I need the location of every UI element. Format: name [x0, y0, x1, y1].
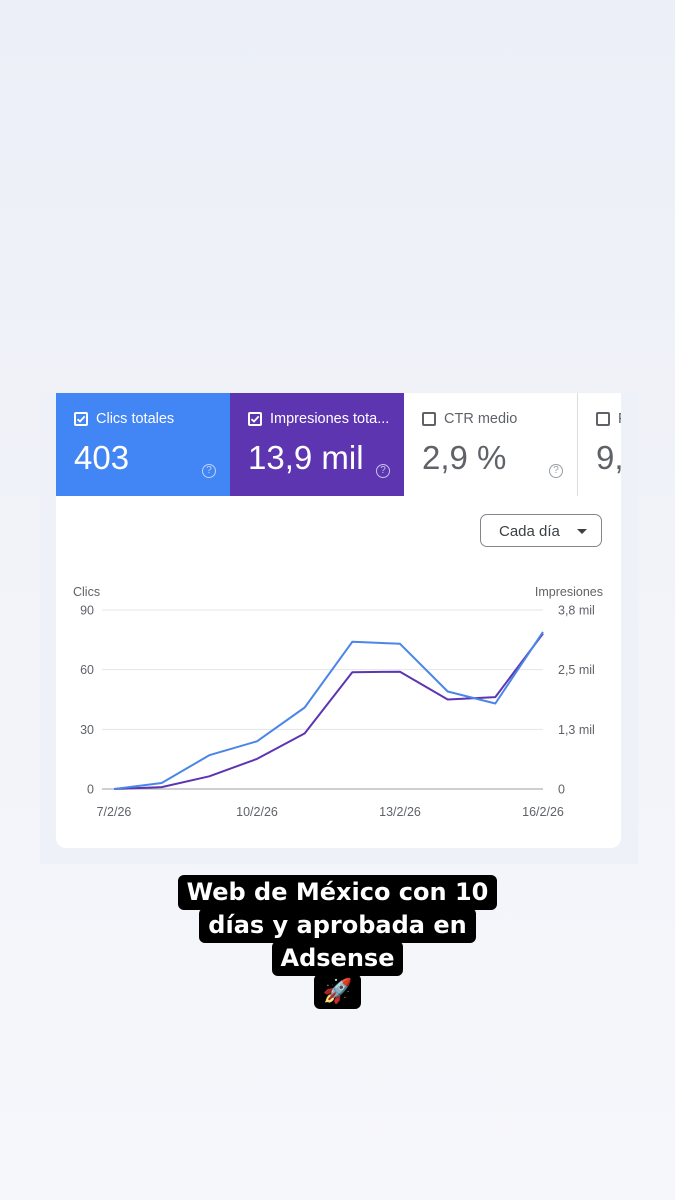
metric-value: 9, — [596, 439, 621, 476]
help-icon[interactable]: ? — [202, 464, 216, 478]
metric-tabs: Clics totales 403 ? Impresiones tota... … — [56, 393, 621, 496]
help-icon[interactable]: ? — [549, 464, 563, 478]
caret-down-icon — [577, 529, 587, 534]
metric-label: Clics totales — [96, 411, 175, 427]
caption-line: Web de México con 10 — [177, 875, 498, 910]
performance-card: Clics totales 403 ? Impresiones tota... … — [56, 393, 621, 848]
metric-value: 2,9 % — [422, 439, 507, 476]
metric-value: 13,9 mil — [248, 439, 364, 476]
caption: Web de México con 10 días y aprobada en … — [0, 875, 675, 1009]
x-tick-label: 10/2/26 — [236, 805, 278, 819]
checkbox-checked-icon[interactable] — [248, 412, 262, 426]
rocket-emoji: 🚀 — [313, 974, 362, 1009]
performance-chart: Clics Impresiones 0 0 30 1,3 mil 60 2,5 mil 90 3,… — [73, 585, 603, 819]
clicks-series-line — [113, 631, 544, 790]
metric-label: P — [618, 411, 621, 427]
checkbox-unchecked-icon[interactable] — [422, 412, 436, 426]
caption-line: Adsense — [271, 941, 404, 976]
y-right-tick-label: 3,8 mil — [558, 604, 595, 618]
y-left-axis-label: Clics — [73, 585, 100, 599]
y-right-tick-label: 0 — [558, 783, 565, 797]
x-tick-label: 7/2/26 — [97, 805, 132, 819]
metric-impressions[interactable]: Impresiones tota... 13,9 mil ? — [230, 393, 404, 496]
metric-label: Impresiones tota... — [270, 411, 390, 427]
caption-line: días y aprobada en — [199, 908, 476, 943]
y-left-tick-label: 0 — [87, 783, 94, 797]
metric-clicks[interactable]: Clics totales 403 ? — [56, 393, 230, 496]
metric-value: 403 — [74, 439, 130, 476]
y-left-tick-label: 90 — [80, 604, 94, 618]
x-tick-label: 16/2/26 — [522, 805, 564, 819]
metric-ctr[interactable]: CTR medio 2,9 % ? — [404, 393, 578, 496]
y-left-tick-label: 30 — [80, 723, 94, 737]
checkbox-checked-icon[interactable] — [74, 412, 88, 426]
y-left-tick-label: 60 — [80, 663, 94, 677]
checkbox-unchecked-icon[interactable] — [596, 412, 610, 426]
y-right-tick-label: 2,5 mil — [558, 663, 595, 677]
period-dropdown-label: Cada día — [499, 523, 560, 540]
metric-position[interactable]: P 9, — [578, 393, 621, 496]
y-right-axis-label: Impresiones — [535, 585, 603, 599]
y-right-tick-label: 1,3 mil — [558, 723, 595, 737]
period-dropdown[interactable]: Cada día — [480, 514, 602, 547]
impressions-series-line — [113, 632, 544, 790]
metric-label: CTR medio — [444, 411, 518, 427]
help-icon[interactable]: ? — [376, 464, 390, 478]
x-tick-label: 13/2/26 — [379, 805, 421, 819]
